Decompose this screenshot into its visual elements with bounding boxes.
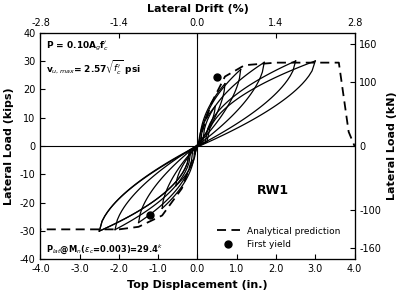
Text: v$_{u,max}$= 2.57$\sqrt{f^\prime_c}$ psi: v$_{u,max}$= 2.57$\sqrt{f^\prime_c}$ psi <box>47 58 141 76</box>
Text: RW1: RW1 <box>256 184 288 197</box>
X-axis label: Top Displacement (in.): Top Displacement (in.) <box>127 280 268 290</box>
Y-axis label: Lateral Load (kips): Lateral Load (kips) <box>4 87 14 205</box>
Text: P = 0.10A$_g$f$^\prime_c$: P = 0.10A$_g$f$^\prime_c$ <box>47 40 110 53</box>
Y-axis label: Lateral Load (kN): Lateral Load (kN) <box>387 92 397 200</box>
X-axis label: Lateral Drift (%): Lateral Drift (%) <box>146 4 249 14</box>
Text: P$_{lat}$@M$_n$($\varepsilon_c$=0.003)=29.4$^k$: P$_{lat}$@M$_n$($\varepsilon_c$=0.003)=2… <box>47 243 163 256</box>
Legend: Analytical prediction, First yield: Analytical prediction, First yield <box>213 223 344 253</box>
